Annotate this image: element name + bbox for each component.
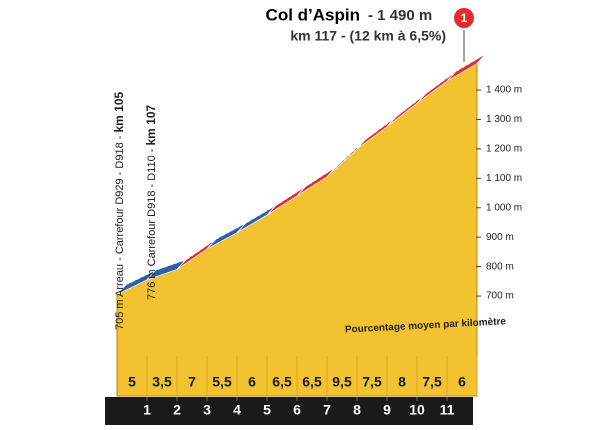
annotation-place: 776 m Carrefour D918 - D110 - (146, 146, 158, 300)
x-tick-label: 4 (233, 402, 241, 418)
gradient-label: 6 (458, 374, 466, 390)
y-tick-label: 1 200 m (486, 144, 522, 155)
annotation: 705 m Arreau - Carrefour D929 - D918 - k… (112, 91, 158, 330)
annotation-text: 776 m Carrefour D918 - D110 - km 107 (144, 104, 158, 300)
y-tick-label: 800 m (486, 261, 514, 272)
annotation-km: km 107 (144, 104, 158, 145)
x-tick-label: 7 (323, 402, 331, 418)
x-tick-label: 10 (409, 402, 425, 418)
x-tick-label: 3 (203, 402, 211, 418)
title-suffix: - 1 490 m (368, 7, 432, 24)
x-tick-label: 11 (440, 402, 455, 418)
annotation-km: km 105 (112, 91, 126, 132)
x-tick-label: 8 (353, 402, 361, 418)
gradient-label: 6,5 (302, 374, 322, 390)
profile-area (116, 62, 478, 397)
x-tick-label: 9 (383, 402, 391, 418)
gradient-label: 5 (128, 374, 136, 390)
x-tick-label: 2 (173, 402, 181, 418)
gradient-label: 3,5 (152, 374, 172, 390)
y-tick-label: 1 400 m (486, 85, 522, 96)
x-tick-label: 5 (263, 402, 271, 418)
gradient-label: 8 (398, 374, 406, 390)
summit-pin (452, 6, 476, 30)
annotation-text: 705 m Arreau - Carrefour D929 - D918 - k… (112, 91, 126, 330)
gradient-label: 6 (248, 374, 256, 390)
ribbon-edge (125, 53, 487, 286)
km-base (105, 397, 473, 425)
y-tick-label: 1 300 m (486, 114, 522, 125)
gradient-label: 7,5 (422, 374, 442, 390)
gradient-label: 7,5 (362, 374, 382, 390)
summit-category: 1 (461, 11, 468, 25)
gradient-label: 9,5 (332, 374, 352, 390)
subtitle: km 117 - (12 km à 6,5%) (290, 28, 446, 44)
x-tick-label: 1 (143, 402, 151, 418)
y-tick-label: 1 000 m (486, 202, 522, 213)
y-tick-label: 700 m (486, 291, 514, 302)
ribbon-segment (446, 53, 487, 82)
gradient-label: 7 (188, 374, 196, 390)
y-tick-label: 1 100 m (486, 173, 522, 184)
annotation-place: 705 m Arreau - Carrefour D929 - D918 - (114, 133, 126, 330)
y-tick-label: 900 m (486, 232, 514, 243)
chart-title: Col d’Aspin (266, 5, 360, 24)
gradient-label: 5,5 (212, 374, 232, 390)
x-tick-label: 6 (293, 402, 301, 418)
gradient-label: 6,5 (272, 374, 292, 390)
